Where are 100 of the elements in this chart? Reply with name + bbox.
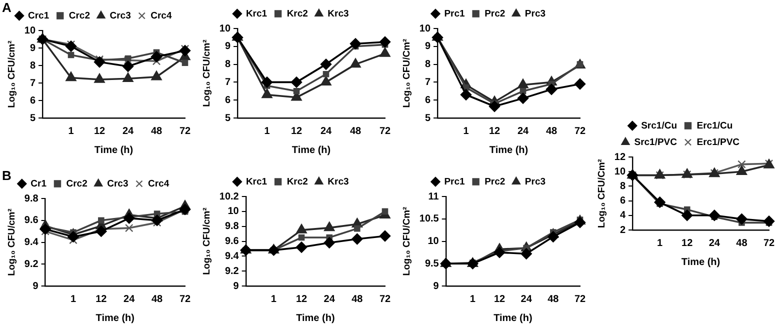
- legend-label: Crc3: [107, 178, 128, 190]
- legend-label: Prc2: [484, 8, 506, 20]
- x-tick-label: 72: [179, 126, 191, 137]
- x-tick-label: 24: [520, 294, 532, 305]
- legend-label: Krc2: [286, 176, 308, 188]
- x-tick-label: 24: [124, 294, 136, 305]
- y-axis-title: Log₁₀ CFU/Cm²: [596, 159, 608, 228]
- y-tick-label: 5: [424, 112, 431, 124]
- y-tick-label: 7: [424, 76, 431, 88]
- legend-label: Krc1: [246, 8, 268, 20]
- legend-label: Krc2: [286, 8, 308, 20]
- y-tick-label: 5: [224, 112, 231, 124]
- legend-label: Prc1: [444, 8, 466, 20]
- y-tick-label: 9: [424, 41, 431, 52]
- x-tick-label: 12: [96, 294, 108, 305]
- legend-label: Krc3: [328, 176, 349, 188]
- x-tick-label: 48: [736, 238, 748, 249]
- y-tick-label: 2: [620, 224, 626, 236]
- y-tick-label: 9: [30, 42, 36, 54]
- y-tick-label: 10: [614, 166, 626, 178]
- legend-label: Erc1/Cu: [696, 120, 733, 132]
- x-tick-label: 12: [290, 126, 303, 137]
- y-tick-label: 8: [30, 60, 36, 72]
- y-tick-label: 9: [233, 280, 240, 292]
- x-tick-label: 12: [94, 126, 106, 137]
- y-tick-label: 10: [219, 23, 231, 34]
- legend-label: Src1/PVC: [634, 136, 678, 148]
- y-tick-label: 6: [30, 95, 36, 106]
- text: B: [2, 168, 12, 183]
- y-tick-label: 10: [428, 236, 440, 247]
- x-tick-label: 12: [488, 126, 501, 137]
- y-tick-label: 9: [224, 41, 231, 52]
- y-axis-title: Log₁₀ CFU/cm²: [201, 208, 212, 275]
- y-tick-label: 8: [620, 180, 626, 192]
- y-tick-label: 6: [424, 94, 431, 106]
- y-tick-label: 7: [224, 76, 231, 88]
- y-tick-label: 9.8: [224, 221, 240, 232]
- text: A: [2, 0, 12, 15]
- y-tick-label: 9.6: [24, 215, 39, 226]
- x-tick-label: 1: [264, 126, 270, 137]
- x-tick-label: 12: [494, 294, 506, 305]
- y-axis-title: Log₁₀ CFU/cm²: [6, 40, 18, 108]
- y-tick-label: 9.4: [224, 250, 240, 262]
- y-tick-label: 9.4: [24, 237, 39, 248]
- legend-label: Crc2: [66, 178, 88, 190]
- legend-label: Src1/Cu: [641, 120, 678, 132]
- y-tick-label: 10.5: [419, 214, 440, 225]
- legend-label: Prc3: [524, 176, 546, 188]
- x-tick-label: 24: [517, 126, 530, 137]
- x-tick-label: 48: [352, 294, 364, 305]
- legend-label: Krc1: [246, 176, 268, 188]
- y-tick-label: 12: [614, 152, 626, 163]
- x-tick-label: 72: [379, 126, 391, 137]
- y-tick-label: 5: [30, 112, 36, 124]
- x-axis-title: Time (h): [494, 312, 532, 324]
- x-tick-label: 72: [574, 294, 586, 305]
- x-tick-label: 72: [574, 126, 586, 137]
- y-tick-label: 9: [32, 280, 39, 292]
- legend-label: Crc3: [110, 10, 131, 22]
- y-axis-title: Log₁₀ CFU/Cm²: [401, 38, 412, 108]
- x-tick-label: 1: [463, 126, 470, 137]
- legend-label: Crc1: [28, 10, 50, 22]
- x-tick-label: 48: [546, 126, 558, 137]
- x-axis-title: Time (h): [681, 256, 720, 268]
- y-axis-title: Log₁₀ CFU/cm²: [6, 208, 18, 276]
- y-tick-label: 6: [224, 94, 231, 106]
- x-tick-label: 48: [152, 294, 164, 305]
- x-tick-label: 1: [70, 294, 76, 305]
- x-tick-label: 24: [324, 294, 336, 305]
- x-tick-label: 24: [708, 238, 720, 249]
- x-tick-label: 24: [122, 126, 134, 137]
- x-axis-title: Time (h): [292, 144, 331, 156]
- y-tick-label: 9.6: [224, 236, 240, 247]
- y-tick-label: 9: [433, 280, 440, 292]
- x-tick-label: 48: [548, 294, 560, 305]
- y-tick-label: 8: [224, 59, 231, 70]
- y-tick-label: 11: [428, 191, 440, 202]
- x-tick-label: 12: [682, 238, 694, 249]
- legend-label: Erc1/PVC: [696, 136, 740, 148]
- x-tick-label: 72: [379, 294, 391, 305]
- y-tick-label: 10: [24, 25, 36, 36]
- y-axis-title: Log₁₀ CFU/Cm²: [401, 206, 412, 276]
- legend-label: Prc1: [444, 176, 466, 188]
- legend-label: Crc2: [68, 10, 90, 22]
- y-tick-label: 10.2: [219, 191, 240, 202]
- x-tick-label: 12: [296, 294, 308, 305]
- y-axis-title: Log₁₀ CFU/cm²: [201, 40, 212, 107]
- x-tick-label: 24: [320, 126, 332, 137]
- legend-label: Crc4: [150, 10, 172, 22]
- x-tick-label: 1: [657, 238, 664, 249]
- y-tick-label: 8: [424, 59, 431, 70]
- x-tick-label: 48: [150, 126, 163, 137]
- y-tick-label: 9.2: [224, 266, 240, 277]
- y-tick-label: 9.5: [424, 258, 440, 270]
- x-tick-label: 1: [270, 294, 277, 305]
- y-tick-label: 7: [30, 78, 36, 89]
- legend-label: Cr1: [30, 178, 48, 190]
- y-tick-label: 4: [620, 210, 626, 222]
- legend-label: Prc3: [524, 8, 546, 20]
- y-tick-label: 9.2: [24, 258, 39, 270]
